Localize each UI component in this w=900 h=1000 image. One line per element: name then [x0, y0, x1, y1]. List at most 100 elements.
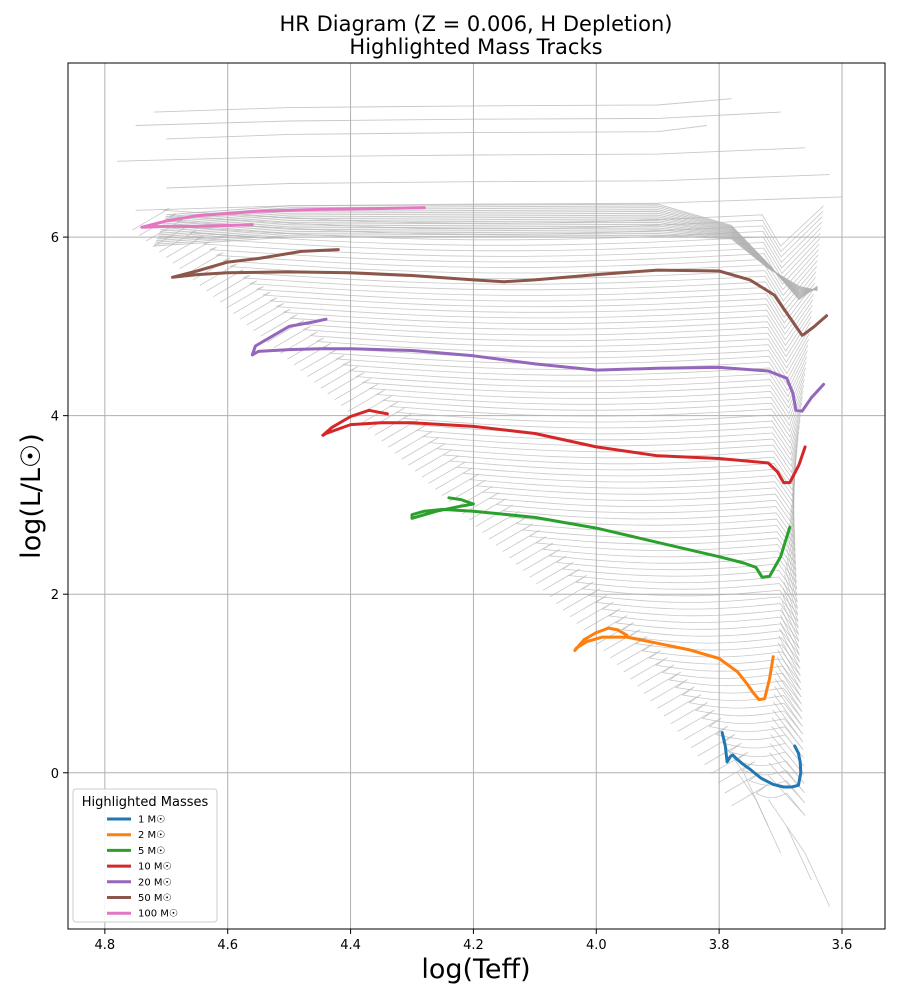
background-track	[522, 542, 797, 584]
background-track	[253, 304, 813, 347]
background-track	[414, 444, 798, 486]
background-track	[475, 498, 796, 541]
background-track	[340, 379, 805, 421]
background-track	[421, 450, 798, 492]
y-axis-label: log(L/L☉)	[16, 433, 47, 559]
background-track	[663, 686, 803, 727]
background-track	[327, 367, 806, 409]
track-line-3	[410, 496, 792, 579]
background-track	[455, 480, 795, 522]
background-track	[461, 486, 795, 528]
background-track	[529, 549, 798, 590]
x-tick-label: 4.8	[95, 938, 116, 953]
background-track	[786, 826, 831, 907]
background-track	[684, 709, 804, 751]
track-line-2	[573, 626, 775, 702]
background-track	[488, 511, 796, 552]
background-track	[213, 271, 817, 313]
background-track	[381, 414, 801, 456]
legend-label: 2 M☉	[138, 830, 165, 841]
y-tick-label: 0	[51, 767, 59, 782]
background-track	[536, 555, 798, 596]
background-track	[334, 373, 806, 415]
background-track	[219, 277, 816, 319]
background-track	[724, 745, 769, 827]
background-track	[482, 504, 796, 547]
background-track	[159, 227, 822, 269]
background-track	[596, 614, 800, 656]
plot-frame	[67, 62, 886, 930]
background-track	[347, 385, 805, 427]
legend-label: 100 M☉	[138, 909, 178, 920]
background-track	[154, 232, 818, 291]
x-tick-label: 4.4	[340, 938, 361, 953]
background-track	[287, 333, 810, 375]
highlighted-tracks	[140, 206, 829, 789]
background-track	[435, 462, 796, 504]
background-track	[166, 174, 830, 189]
background-track	[361, 396, 803, 438]
background-track	[636, 656, 802, 698]
background-track	[710, 743, 805, 784]
background-track	[717, 752, 805, 794]
background-track	[135, 111, 781, 126]
background-track	[280, 327, 811, 369]
y-tick-label: 4	[51, 410, 59, 425]
background-track	[616, 635, 801, 677]
background-track	[226, 282, 816, 324]
background-track	[354, 390, 804, 433]
legend-label: 50 M☉	[138, 893, 172, 904]
background-track	[576, 594, 800, 636]
y-tick-label: 6	[51, 231, 59, 246]
background-track	[657, 678, 803, 720]
background-track	[583, 601, 800, 642]
background-track	[117, 147, 806, 162]
background-track	[650, 671, 803, 712]
background-track	[166, 125, 707, 140]
background-track	[153, 98, 732, 113]
track-line-5	[250, 317, 826, 413]
background-track	[515, 536, 797, 577]
x-tick-label: 4.6	[217, 938, 238, 953]
background-track	[690, 717, 804, 759]
background-track	[549, 568, 799, 609]
background-track	[562, 581, 799, 622]
background-track	[731, 775, 806, 816]
background-track	[610, 628, 801, 670]
legend-label: 20 M☉	[138, 877, 172, 888]
background-track	[441, 468, 796, 510]
background-track	[320, 361, 807, 404]
x-tick-label: 4.2	[463, 938, 484, 953]
legend-items: 1 M☉ 2 M☉ 5 M☉ 10 M☉ 20 M☉ 50 M☉ 100 M☉	[107, 815, 178, 920]
background-track	[155, 231, 818, 291]
x-axis-label: log(Teff)	[421, 954, 530, 985]
background-track	[670, 693, 804, 735]
legend-label: 10 M☉	[138, 862, 172, 873]
x-tick-label: 3.8	[709, 938, 730, 953]
background-track	[408, 438, 799, 480]
background-track	[704, 734, 805, 775]
background-track	[767, 799, 812, 881]
background-track	[307, 350, 808, 392]
background-track	[468, 492, 795, 535]
background-track	[724, 762, 806, 804]
x-tick-label: 3.6	[832, 938, 853, 953]
background-track	[428, 456, 797, 498]
background-track	[367, 402, 803, 444]
chart-title-line-2: Highlighted Mass Tracks	[349, 35, 602, 59]
axis-ticks: 4.8 4.6 4.4 4.2 4.0 3.8 3.6 0 2 4 6	[51, 231, 853, 953]
background-track	[186, 249, 819, 291]
background-track	[374, 408, 802, 450]
background-track	[677, 701, 804, 743]
background-track	[179, 243, 820, 285]
background-track	[153, 234, 818, 292]
background-track	[556, 574, 799, 616]
background-track	[569, 587, 799, 629]
background-track	[239, 293, 814, 335]
background-track	[233, 288, 815, 330]
x-tick-label: 4.0	[586, 938, 607, 953]
background-track	[135, 196, 843, 211]
background-track	[448, 474, 795, 516]
background-track	[387, 420, 801, 462]
